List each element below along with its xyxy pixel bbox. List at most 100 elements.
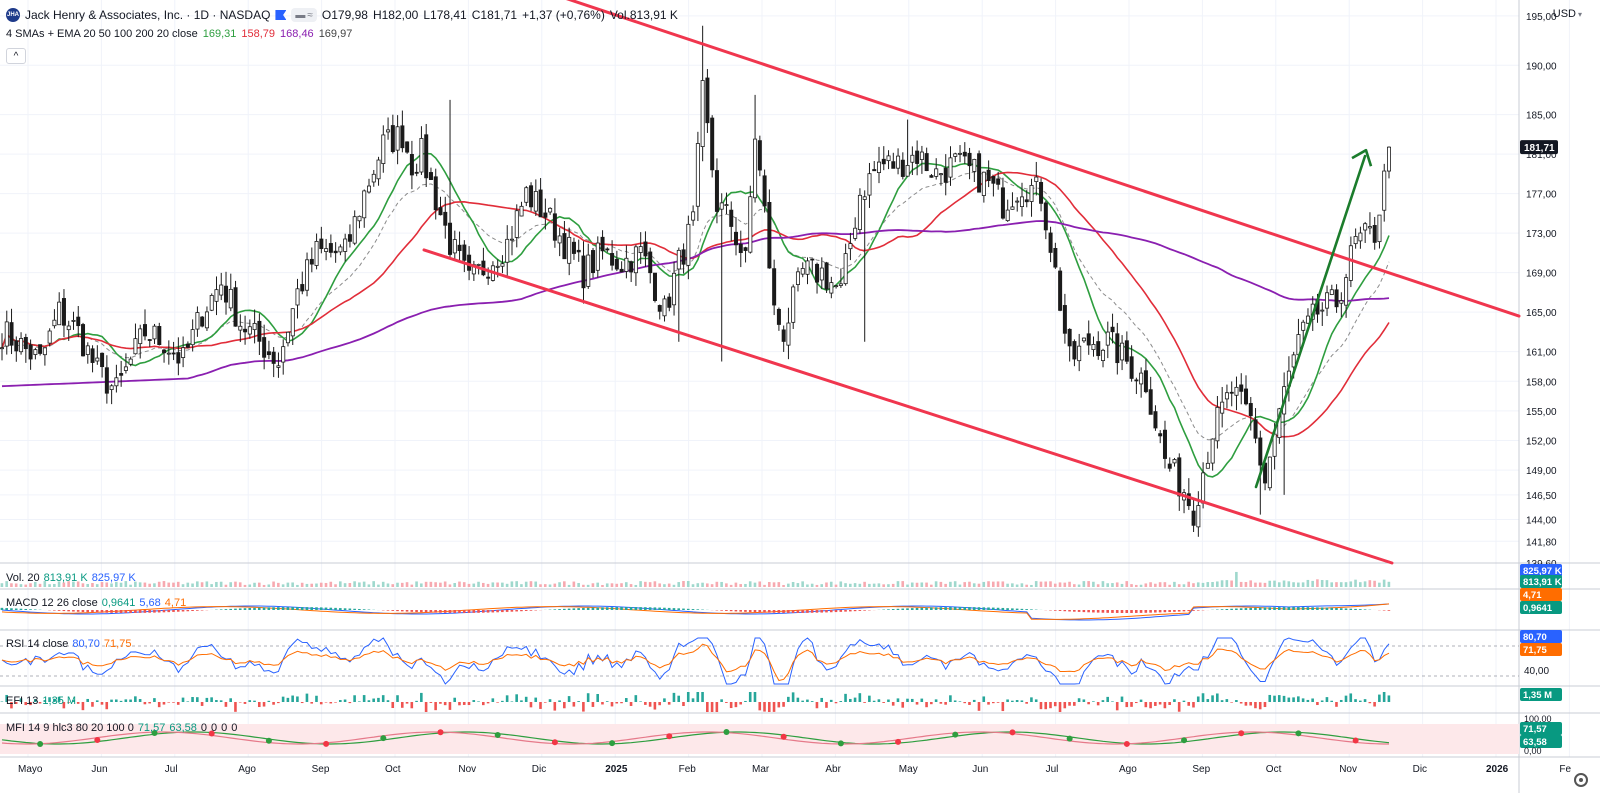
candle-body <box>90 348 95 363</box>
candle-body <box>724 204 729 207</box>
gear-icon[interactable] <box>1574 773 1588 787</box>
efi-bar <box>505 695 509 702</box>
candle-body <box>872 169 877 172</box>
macd-histogram-bar <box>677 608 681 610</box>
volume-bar <box>300 582 304 587</box>
flag-icon[interactable] <box>275 10 287 20</box>
price-axis[interactable]: 195,00 190,00 185,00 181,00 177,00 173,00 169,… <box>1520 12 1562 756</box>
volume-bar <box>443 581 447 587</box>
efi-bar <box>501 700 504 702</box>
efi-bar <box>963 702 966 704</box>
volume-bar <box>667 583 671 587</box>
volume-bar <box>43 581 47 587</box>
volume-bar <box>863 581 866 587</box>
ma-legend-label[interactable]: 4 SMAs + EMA 20 50 100 200 20 close <box>6 28 198 40</box>
candle-body <box>1253 419 1258 439</box>
volume-bar <box>610 583 614 587</box>
volume-bar <box>1068 581 1071 587</box>
candle-body <box>938 173 943 176</box>
volume-bar <box>381 581 385 587</box>
volume-bar <box>172 582 175 587</box>
symbol-legend[interactable]: JHA Jack Henry & Associates, Inc. · 1D ·… <box>6 8 678 22</box>
rsi-badge-mid-bg <box>1520 643 1562 656</box>
candle-body <box>924 153 929 172</box>
macd-histogram-bar <box>972 607 976 610</box>
candle-body <box>505 238 510 263</box>
candle-body <box>867 173 872 196</box>
volume-bar <box>148 583 151 587</box>
candle-body <box>934 168 939 177</box>
macd-histogram-bar <box>1149 610 1152 613</box>
efi-bar <box>1220 700 1224 702</box>
efi-bar <box>443 702 447 706</box>
volume-bar <box>653 581 657 587</box>
volume-bar <box>930 584 933 587</box>
macd-histogram-bar <box>815 610 819 613</box>
time-tick-label: Dic <box>532 764 546 775</box>
candle-body <box>595 242 600 271</box>
collapse-legend-button[interactable]: ^ <box>6 48 26 64</box>
macd-histogram-bar <box>520 610 523 612</box>
volume-bar <box>772 582 776 587</box>
currency-selector[interactable]: USD ▾ <box>1553 8 1582 20</box>
candle-body <box>1229 391 1234 394</box>
candle-body <box>1344 277 1349 306</box>
macd-histogram-bar <box>753 610 757 613</box>
macd-histogram-bar <box>67 610 70 612</box>
candle-body <box>367 185 372 193</box>
rsi-pane-label[interactable]: RSI 14 close 80,70 71,75 <box>6 638 131 650</box>
mfi-band <box>0 724 1519 754</box>
symbol-title[interactable]: Jack Henry & Associates, Inc. · 1D · NAS… <box>25 8 271 22</box>
compare-pill[interactable]: ▬ ≈ <box>291 8 317 22</box>
efi-bar <box>539 702 542 709</box>
efi-bar <box>1387 695 1391 702</box>
volume-bar <box>1339 582 1343 587</box>
macd-histogram-bar <box>1244 608 1248 610</box>
volume-bar <box>1030 584 1033 587</box>
macd-histogram-bar <box>1311 607 1314 610</box>
volume-bar <box>458 581 461 587</box>
candle-body <box>38 344 43 354</box>
candle-body <box>772 268 777 306</box>
efi-bar <box>300 702 304 704</box>
macd-histogram-bar <box>1115 610 1119 613</box>
candle-body <box>1353 236 1358 245</box>
price-tick-label: 144,00 <box>1526 516 1557 527</box>
candle-body <box>1096 341 1101 357</box>
volume-bar <box>1087 581 1090 587</box>
macd-histogram-bar <box>748 610 752 613</box>
macd-histogram-bar <box>620 607 623 610</box>
mfi-pane-label[interactable]: MFI 14 9 hlc3 80 20 100 0 71,57 63,58 0 … <box>6 722 237 734</box>
macd-histogram-bar <box>143 610 147 613</box>
candle-body <box>1124 340 1129 362</box>
volume-bar <box>987 581 990 587</box>
efi-bar <box>348 702 352 704</box>
macd-histogram-bar <box>987 607 990 610</box>
time-axis[interactable]: Mayo Jun Jul Ago Sep Oct Nov Dic 2025 Feb Mar Abr Ma… <box>18 764 1572 775</box>
macd-pane-label[interactable]: MACD 12 26 close 0,9641 5,68 4,71 <box>6 597 186 609</box>
efi-bar <box>691 698 695 702</box>
macd-histogram-bar <box>639 607 642 610</box>
macd-histogram-bar <box>86 610 89 613</box>
candle-body <box>943 167 948 183</box>
volume-bar <box>219 581 223 587</box>
candle-body <box>395 126 400 151</box>
efi-bar <box>486 702 490 704</box>
macd-histogram-bar <box>229 608 232 610</box>
candle-body <box>1377 214 1382 243</box>
candle-body <box>76 316 81 327</box>
ma-legend[interactable]: 4 SMAs + EMA 20 50 100 200 20 close 169,… <box>6 28 352 40</box>
volume-bar <box>1335 582 1338 587</box>
trendlines[interactable] <box>422 0 1521 565</box>
volume-bar <box>1096 584 1100 587</box>
efi-bar <box>5 694 8 702</box>
efi-pane-label[interactable]: EFI 13 1,35 M <box>6 695 76 707</box>
currency-label: USD <box>1552 8 1576 20</box>
macd-histogram-bar <box>286 607 290 610</box>
volume-pane-label[interactable]: Vol. 20 813,91 K 825,97 K <box>6 572 136 584</box>
candle-body <box>829 282 834 294</box>
channel-upper-line <box>565 0 1521 318</box>
macd-histogram-bar <box>725 610 728 611</box>
